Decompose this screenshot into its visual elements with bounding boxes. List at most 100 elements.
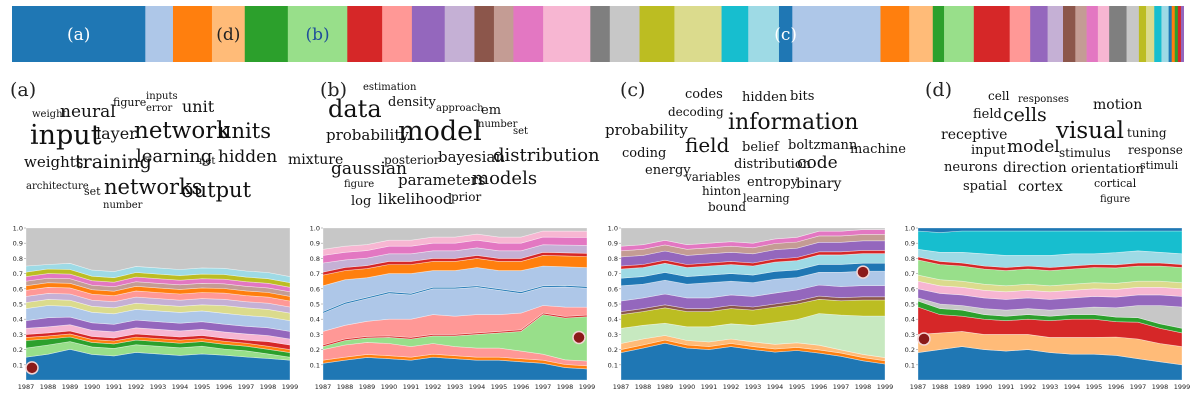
x-tick-label: 1992	[128, 383, 145, 391]
x-tick-label: 1989	[657, 383, 674, 391]
cloud-word: density	[388, 95, 436, 110]
area-layer	[620, 227, 886, 247]
cloud-word: neural	[60, 102, 116, 122]
topic-bar-segment	[973, 6, 1010, 62]
cloud-word: receptive	[941, 127, 1008, 143]
cloud-word: code	[797, 153, 838, 173]
cloud-word: orientation	[1071, 162, 1144, 177]
y-tick-label: 1.0	[13, 225, 23, 233]
cloud-word: spatial	[963, 179, 1008, 194]
x-tick-label: 1990	[679, 383, 696, 391]
cloud-word: mixture	[288, 152, 344, 168]
x-tick-label: 1995	[789, 383, 806, 391]
stream-chart-a: 0.1 0.2 0.3 0.4 0.5 0.6 0.7 0.8 0.9 1.0 1987 1988 19…	[13, 225, 298, 392]
topic-bar-segment	[639, 6, 675, 62]
cloud-word: belief	[742, 140, 779, 155]
y-tick-label: 0.3	[310, 331, 320, 339]
cloud-word: input	[971, 143, 1006, 158]
cloud-word: stimulus	[1059, 146, 1111, 160]
cloud-word: log	[351, 194, 372, 209]
highlight-marker[interactable]	[25, 361, 39, 375]
cloud-word: parameters	[398, 171, 486, 189]
x-tick-label: 1994	[469, 383, 486, 391]
cloud-word: tuning	[1127, 126, 1167, 140]
topic-bar-segment	[1030, 6, 1048, 62]
y-tick-label: 0.2	[310, 346, 320, 354]
cloud-word: entropy	[747, 175, 798, 190]
y-tick-label: 0.4	[905, 316, 915, 324]
topic-bar-label: (b)	[305, 25, 329, 45]
x-tick-label: 1989	[62, 383, 79, 391]
topic-bar-segment	[1146, 6, 1155, 62]
topic-bar-label: (c)	[774, 25, 797, 45]
x-tick-label: 1989	[359, 383, 376, 391]
y-tick-label: 0.9	[608, 240, 618, 248]
cloud-word: layer	[96, 124, 137, 143]
cloud-word: visual	[1056, 118, 1125, 144]
cloud-word: model	[398, 116, 482, 147]
topic-bar-segment	[145, 6, 174, 62]
y-tick-label: 0.4	[608, 316, 618, 324]
y-tick-label: 0.5	[905, 301, 915, 309]
topic-bar-segment	[778, 6, 793, 62]
highlight-marker[interactable]	[917, 332, 931, 346]
cloud-word: set	[84, 185, 101, 198]
cloud-word: bound	[708, 200, 747, 214]
x-tick-label: 1993	[447, 383, 464, 391]
cloud-word: bayesian	[438, 148, 505, 166]
cloud-word: em	[481, 103, 502, 118]
cloud-word: figure	[344, 179, 375, 190]
topic-bar-segment	[444, 6, 475, 62]
cloud-word: architecture	[26, 181, 89, 192]
y-tick-label: 0.1	[13, 361, 23, 369]
x-tick-label: 1987	[613, 383, 630, 391]
topic-bar-segment	[721, 6, 749, 62]
cloud-word: number	[478, 119, 518, 130]
stream-chart-c: 0.1 0.2 0.3 0.4 0.5 0.6 0.7 0.8 0.9 1.0 1987 1988 19…	[608, 225, 893, 392]
cloud-word: direction	[1003, 160, 1067, 176]
highlight-marker[interactable]	[572, 330, 586, 345]
topic-bar-segment	[1126, 6, 1140, 62]
cloud-word: inputs	[146, 91, 178, 102]
topic-bar-segment	[590, 6, 611, 62]
topic-bar-segment	[1063, 6, 1076, 62]
cloud-word: cortical	[1094, 177, 1137, 190]
cloud-word: weights	[24, 153, 84, 171]
y-tick-label: 0.5	[13, 301, 23, 309]
y-tick-label: 0.6	[905, 285, 915, 293]
y-tick-label: 0.8	[13, 255, 23, 263]
y-tick-label: 0.6	[13, 285, 23, 293]
topic-bar-segment	[909, 6, 934, 62]
y-tick-label: 0.2	[608, 346, 618, 354]
cloud-word: neurons	[944, 160, 998, 175]
topic-bar-segment	[172, 6, 213, 62]
topic-bar-segment	[1171, 6, 1176, 62]
highlight-marker[interactable]	[856, 265, 870, 279]
x-tick-label: 1995	[491, 383, 508, 391]
x-tick-label: 1992	[425, 383, 442, 391]
cloud-word: distribution	[734, 157, 812, 172]
cloud-word: decoding	[668, 105, 724, 119]
y-tick-label: 0.9	[905, 240, 915, 248]
x-tick-label: 1991	[701, 383, 718, 391]
cloud-word: machine	[850, 142, 906, 157]
x-tick-label: 1990	[381, 383, 398, 391]
cloud-word: likelihood	[378, 190, 453, 208]
topic-bar-segment	[932, 6, 945, 62]
cloud-word: approach	[436, 103, 484, 114]
cloud-word: learning	[136, 146, 213, 167]
y-tick-label: 0.3	[608, 331, 618, 339]
area-layer	[25, 227, 291, 277]
cloud-word: probability	[326, 126, 409, 144]
cloud-word: field	[685, 133, 730, 157]
x-tick-label: 1987	[315, 383, 332, 391]
y-tick-label: 0.3	[905, 331, 915, 339]
topic-bar-segment	[1109, 6, 1127, 62]
topic-bar-segment	[1075, 6, 1087, 62]
x-tick-label: 1988	[932, 383, 949, 391]
topic-bar-segment	[1154, 6, 1162, 62]
cloud-word: responses	[1018, 94, 1069, 105]
topic-bar-segment	[382, 6, 413, 62]
topic-bar-label: (a)	[67, 25, 90, 45]
cloud-word: boltzmann	[788, 138, 858, 153]
